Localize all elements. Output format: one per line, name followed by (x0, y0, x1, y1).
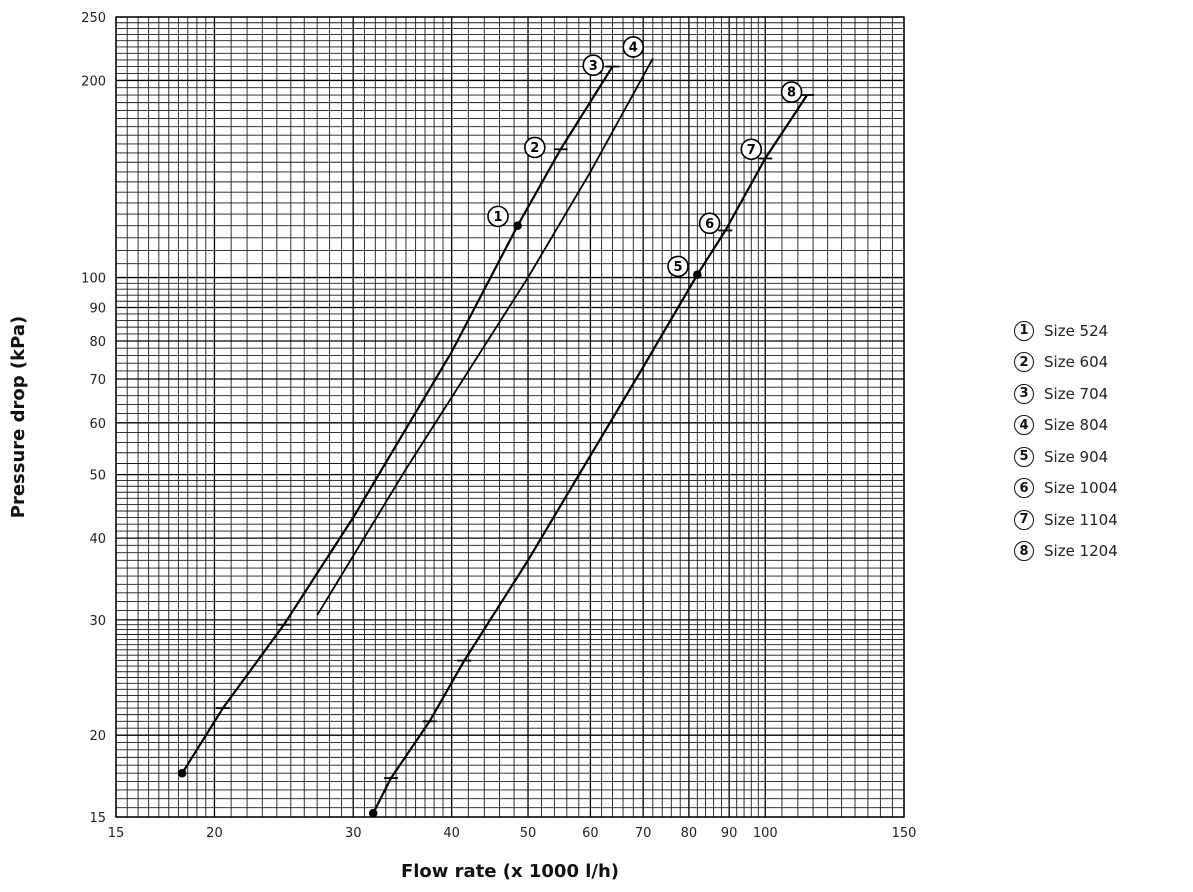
y-tick-label: 90 (89, 302, 106, 317)
x-tick-label: 15 (108, 826, 125, 841)
legend-item: 8 Size 1204 (1014, 536, 1189, 568)
data-point-dot (368, 808, 378, 818)
legend-label: Size 904 (1044, 447, 1109, 466)
curves (181, 58, 809, 814)
callout-circle (582, 54, 605, 77)
y-tick-label: 100 (81, 272, 106, 287)
callout-circle (780, 81, 803, 103)
y-tick-label: 40 (89, 532, 106, 547)
curve-callout: 4 (622, 36, 645, 58)
legend: 1 Size 524 2 Size 604 3 Size 704 4 Size … (1014, 315, 1189, 567)
callout-number: 3 (589, 59, 598, 74)
y-tick-label: 30 (89, 614, 106, 629)
callout-number: 2 (530, 141, 539, 156)
data-point-dot (513, 221, 522, 231)
series-line (372, 94, 809, 814)
legend-badge: 6 (1014, 478, 1034, 499)
callout-circle (667, 255, 689, 278)
legend-item: 2 Size 604 (1014, 347, 1189, 379)
x-tick-label: 150 (892, 826, 917, 841)
x-tick-label: 20 (206, 826, 223, 841)
curve-callout: 2 (524, 136, 546, 159)
curve-callout: 3 (582, 54, 605, 77)
legend-badge: 7 (1014, 509, 1034, 530)
legend-label: Size 804 (1044, 416, 1109, 435)
markers (177, 65, 815, 818)
legend-item: 4 Size 804 (1014, 410, 1189, 442)
legend-badge: 3 (1014, 383, 1034, 404)
x-tick-label: 30 (345, 826, 362, 841)
curve-callout: 7 (740, 138, 763, 161)
legend-label: Size 704 (1044, 384, 1109, 403)
legend-label: Size 1104 (1044, 510, 1118, 529)
x-tick-label: 80 (681, 826, 698, 841)
callout-number: 6 (705, 217, 714, 232)
y-tick-label: 250 (81, 11, 106, 26)
y-tick-label: 15 (89, 811, 106, 826)
legend-item: 7 Size 1104 (1014, 504, 1189, 536)
data-point-dot (693, 270, 702, 280)
legend-badge: 5 (1014, 446, 1034, 467)
legend-item: 3 Size 704 (1014, 378, 1189, 410)
series-line (316, 58, 654, 616)
legend-label: Size 604 (1044, 353, 1109, 372)
legend-label: Size 1004 (1044, 479, 1118, 498)
legend-label: Size 524 (1044, 321, 1109, 340)
x-tick-labels: 15 20 30 40 50 60 70 80 90 100 150 (108, 826, 917, 841)
callout-circle (524, 136, 546, 159)
legend-badge: 1 (1014, 320, 1034, 341)
curve-callout: 8 (780, 81, 803, 103)
callout-circle (740, 138, 763, 161)
series-line (181, 66, 614, 774)
legend-item: 5 Size 904 (1014, 441, 1189, 473)
callout-circle (487, 205, 509, 228)
callout-number: 8 (787, 86, 796, 101)
y-tick-label: 200 (81, 74, 106, 89)
x-tick-label: 90 (721, 826, 738, 841)
x-tick-label: 50 (520, 826, 537, 841)
legend-badge: 8 (1014, 541, 1034, 562)
y-tick-label: 70 (89, 373, 106, 388)
callout-circle (622, 36, 645, 58)
curve-callout: 5 (667, 255, 689, 278)
x-tick-label: 60 (582, 826, 599, 841)
y-tick-label: 80 (89, 335, 106, 350)
legend-item: 1 Size 524 (1014, 315, 1189, 347)
data-point-dot (177, 768, 187, 778)
x-axis-title: Flow rate (x 1000 l/h) (401, 861, 619, 882)
legend-label: Size 1204 (1044, 542, 1118, 561)
x-tick-label: 70 (635, 826, 652, 841)
y-tick-label: 60 (89, 417, 106, 432)
callouts: 1 2 3 4 5 6 7 8 (487, 36, 803, 278)
plot-frame (115, 16, 905, 818)
y-axis-title: Pressure drop (kPa) (8, 316, 29, 518)
curve-callout: 6 (698, 212, 721, 235)
callout-number: 4 (629, 41, 638, 56)
y-tick-label: 20 (89, 729, 106, 744)
callout-number: 7 (747, 143, 756, 158)
curve-callout: 1 (487, 205, 509, 228)
y-tick-labels: 15 20 30 40 50 60 70 80 90 100 200 250 (81, 11, 106, 826)
x-tick-label: 40 (443, 826, 460, 841)
legend-badge: 2 (1014, 352, 1034, 373)
callout-number: 1 (493, 210, 502, 225)
callout-circle (698, 212, 721, 235)
legend-badge: 4 (1014, 415, 1034, 436)
grid (115, 16, 905, 818)
y-tick-label: 50 (89, 469, 106, 484)
callout-number: 5 (673, 260, 682, 275)
legend-item: 6 Size 1004 (1014, 473, 1189, 505)
x-tick-label: 100 (753, 826, 778, 841)
